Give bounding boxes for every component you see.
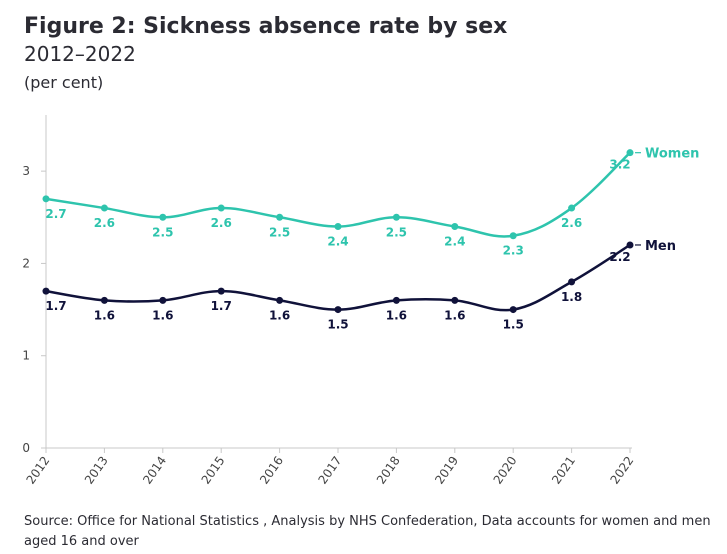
data-label: 2.6 [211,216,232,230]
source-note: Source: Office for National Statistics ,… [24,514,711,549]
series-name-label: Men [645,239,676,254]
data-point [334,223,342,231]
data-label: 1.5 [327,318,348,332]
x-tick-label: 2021 [549,454,578,487]
unit-note: (per cent) [24,73,104,92]
data-label: 1.7 [45,299,66,313]
x-tick-label: 2020 [491,454,520,487]
chart-title: Figure 2: Sickness absence rate by sex [24,14,508,39]
x-tick-label: 2013 [82,454,111,487]
y-axis-ticks: 0 1 2 3 [22,164,46,455]
x-tick-label: 2019 [432,454,461,487]
y-tick-label: 1 [22,349,30,363]
x-tick-label: 2017 [315,454,344,487]
x-tick-label: 2014 [140,454,169,487]
data-point [626,149,634,157]
data-label: 2.2 [609,250,630,264]
data-label: 2.3 [503,244,524,258]
y-tick-label: 3 [22,164,30,178]
data-label: 1.6 [386,308,407,322]
data-label: 1.6 [94,308,115,322]
x-tick-label: 2012 [23,454,52,487]
data-point [276,296,284,304]
data-label: 2.6 [94,216,115,230]
data-point [509,306,517,314]
y-tick-label: 0 [22,441,30,455]
data-label: 1.7 [211,299,232,313]
data-point [509,232,517,240]
series-group: 2.7 2.6 2.5 2.6 2.5 2.4 2.5 2.4 2.3 2.6 3.2 Women 1.… [42,147,699,332]
series-men: 1.7 1.6 1.6 1.7 1.6 1.5 1.6 1.6 1.5 1.8 2.2 Men [42,239,676,332]
data-label: 1.6 [269,308,290,322]
data-point [100,296,108,304]
data-label: 2.5 [386,225,407,239]
series-line [45,243,631,312]
x-axis-ticks: 2012 2013 2014 2015 2016 2017 2018 2019 2020 2021… [23,448,636,487]
x-tick-label: 2018 [374,454,403,487]
data-label: 2.4 [444,235,465,249]
data-point [217,287,225,295]
data-point [451,296,459,304]
data-point [100,204,108,212]
data-label: 1.6 [152,308,173,322]
data-point [334,306,342,314]
data-label: 2.5 [269,225,290,239]
data-label: 2.7 [45,207,66,221]
data-point [568,204,576,212]
data-point [42,287,50,295]
data-point [392,213,400,221]
data-label: 1.8 [561,290,582,304]
series-name-label: Women [645,147,699,162]
series-women: 2.7 2.6 2.5 2.6 2.5 2.4 2.5 2.4 2.3 2.6 3.2 Women [42,147,699,258]
data-label: 2.6 [561,216,582,230]
data-point [451,223,459,231]
data-point [217,204,225,212]
data-label: 1.5 [503,318,524,332]
data-label: 2.5 [152,225,173,239]
data-point [568,278,576,286]
data-point [276,213,284,221]
x-tick-label: 2022 [607,454,636,487]
data-point [42,195,50,203]
data-point [392,296,400,304]
data-label: 1.6 [444,308,465,322]
y-tick-label: 2 [22,256,30,270]
data-point [159,296,167,304]
data-point [159,213,167,221]
data-point [626,241,634,249]
data-label: 2.4 [327,235,348,249]
x-tick-label: 2015 [199,454,228,487]
data-label: 3.2 [609,158,630,172]
chart-subtitle: 2012–2022 [24,42,136,66]
x-tick-label: 2016 [257,454,286,487]
